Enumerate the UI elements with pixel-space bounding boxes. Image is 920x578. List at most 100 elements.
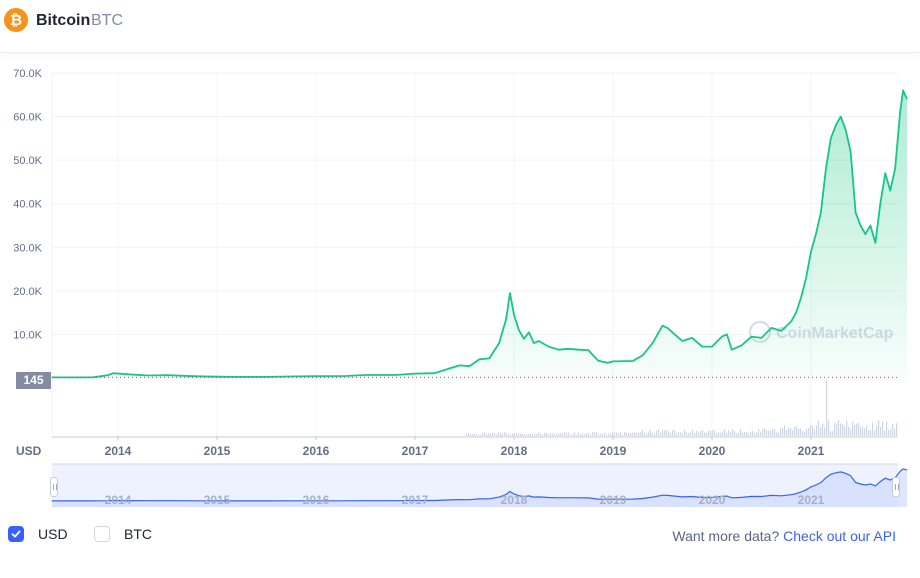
volume-bar bbox=[620, 432, 621, 436]
volume-bar bbox=[554, 434, 555, 436]
volume-bars bbox=[466, 420, 897, 436]
volume-bar bbox=[896, 423, 897, 436]
volume-bar bbox=[514, 433, 515, 436]
volume-bar bbox=[842, 424, 843, 436]
volume-bar bbox=[508, 434, 509, 436]
volume-bar bbox=[748, 433, 749, 436]
usd-toggle[interactable]: USD bbox=[8, 526, 68, 542]
volume-bar bbox=[582, 433, 583, 436]
volume-bar bbox=[534, 433, 535, 436]
volume-spike-bar bbox=[826, 380, 827, 436]
volume-bar bbox=[494, 433, 495, 436]
volume-bar bbox=[768, 431, 769, 436]
volume-bar bbox=[792, 430, 793, 436]
api-prefix: Want more data? bbox=[672, 528, 779, 544]
volume-bar bbox=[672, 430, 673, 436]
y-tick-label: 10.0K bbox=[13, 329, 42, 341]
price-chart[interactable]: 70.0K 60.0K 50.0K 40.0K 30.0K 20.0K 10.0K 2014 2… bbox=[0, 60, 920, 460]
volume-bar bbox=[718, 432, 719, 436]
volume-bar bbox=[872, 423, 873, 436]
volume-bar bbox=[482, 433, 483, 436]
volume-bar bbox=[754, 434, 755, 436]
volume-bar bbox=[796, 426, 797, 436]
volume-bar bbox=[746, 432, 747, 436]
volume-bar bbox=[612, 433, 613, 436]
usd-checkbox[interactable] bbox=[8, 526, 24, 542]
volume-bar bbox=[510, 435, 511, 436]
volume-bar bbox=[642, 430, 643, 436]
btc-toggle[interactable]: BTC bbox=[94, 526, 152, 542]
coin-symbol: BTC bbox=[91, 12, 123, 30]
volume-bar bbox=[770, 431, 771, 436]
svg-text:₿: ₿ bbox=[10, 12, 22, 29]
volume-bar bbox=[536, 434, 537, 436]
btc-checkbox[interactable] bbox=[94, 526, 110, 542]
volume-bar bbox=[566, 433, 567, 436]
volume-bar bbox=[674, 430, 675, 436]
volume-bar bbox=[742, 432, 743, 436]
volume-bar bbox=[486, 434, 487, 436]
y-tick-label: 60.0K bbox=[13, 112, 42, 124]
volume-bar bbox=[870, 430, 871, 436]
volume-bar bbox=[516, 434, 517, 436]
volume-bar bbox=[500, 433, 501, 436]
navigator-tick-label: 2019 bbox=[600, 493, 627, 507]
volume-bar bbox=[738, 433, 739, 436]
volume-bar bbox=[628, 433, 629, 436]
volume-bar bbox=[758, 429, 759, 436]
volume-bar bbox=[840, 423, 841, 436]
navigator-tick-label: 2016 bbox=[303, 493, 330, 507]
volume-bar bbox=[564, 433, 565, 436]
volume-bar bbox=[506, 433, 507, 436]
volume-bar bbox=[686, 432, 687, 436]
volume-bar bbox=[764, 428, 765, 436]
volume-bar bbox=[894, 429, 895, 436]
volume-bar bbox=[468, 434, 469, 436]
range-right-handle[interactable] bbox=[892, 477, 900, 497]
volume-bar bbox=[550, 433, 551, 436]
volume-bar bbox=[676, 433, 677, 436]
volume-bar bbox=[724, 429, 725, 436]
volume-bar bbox=[504, 432, 505, 436]
volume-bar bbox=[716, 433, 717, 436]
volume-bar bbox=[696, 431, 697, 436]
volume-bar bbox=[852, 421, 853, 436]
volume-bar bbox=[828, 420, 829, 436]
volume-bar bbox=[846, 421, 847, 436]
volume-bar bbox=[472, 434, 473, 436]
volume-bar bbox=[782, 428, 783, 436]
volume-bar bbox=[700, 431, 701, 436]
y-axis-currency-label: USD bbox=[16, 444, 41, 458]
volume-bar bbox=[630, 433, 631, 436]
volume-bar bbox=[856, 424, 857, 436]
checkmark-icon bbox=[10, 528, 22, 540]
volume-bar bbox=[704, 432, 705, 436]
volume-bar bbox=[684, 430, 685, 436]
y-tick-label: 50.0K bbox=[13, 155, 42, 167]
volume-bar bbox=[478, 435, 479, 436]
volume-bar bbox=[584, 434, 585, 436]
range-navigator[interactable]: 2014 2015 2016 2017 2018 2019 2020 2021 bbox=[0, 460, 920, 515]
volume-bar bbox=[784, 426, 785, 436]
volume-bar bbox=[488, 434, 489, 436]
range-left-handle[interactable] bbox=[50, 477, 58, 497]
volume-bar bbox=[798, 429, 799, 436]
volume-bar bbox=[548, 435, 549, 436]
volume-bar bbox=[726, 433, 727, 436]
volume-bar bbox=[788, 428, 789, 436]
volume-bar bbox=[524, 434, 525, 436]
volume-bar bbox=[732, 429, 733, 436]
volume-bar bbox=[502, 434, 503, 436]
volume-bar bbox=[470, 434, 471, 436]
x-tick-label: 2019 bbox=[600, 444, 627, 458]
volume-bar bbox=[802, 431, 803, 436]
volume-bar bbox=[476, 435, 477, 436]
volume-bar bbox=[636, 433, 637, 436]
volume-bar bbox=[568, 433, 569, 436]
volume-bar bbox=[858, 423, 859, 436]
volume-bar bbox=[606, 435, 607, 436]
api-link[interactable]: Check out our API bbox=[783, 528, 896, 544]
volume-bar bbox=[678, 432, 679, 436]
volume-bar bbox=[544, 433, 545, 436]
volume-bar bbox=[528, 434, 529, 436]
